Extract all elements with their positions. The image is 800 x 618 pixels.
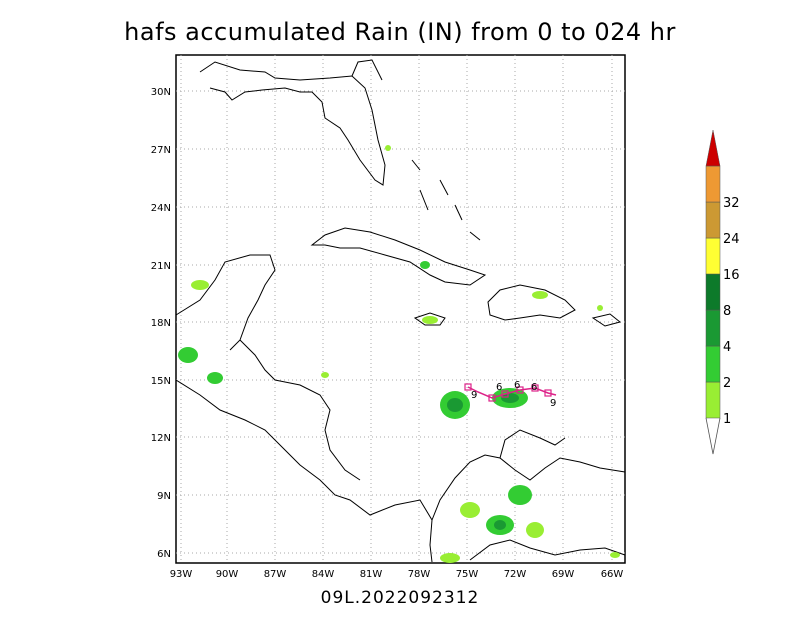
- lon-label: 81W: [360, 569, 383, 580]
- colorbar-box: [705, 165, 721, 203]
- track-point: [544, 389, 552, 397]
- colorbar-label: 2: [723, 376, 731, 391]
- track-label: 9: [550, 398, 556, 409]
- colorbar-box: [705, 309, 721, 347]
- colorbar-triangle-max: [705, 129, 721, 167]
- lon-label: 69W: [552, 569, 575, 580]
- rainfall-areas: [178, 145, 620, 563]
- graticule: [176, 55, 625, 563]
- lat-label: 27N: [151, 145, 171, 156]
- run-id: 09L.2022092312: [320, 588, 480, 608]
- lat-label: 18N: [151, 318, 171, 329]
- lat-label: 30N: [151, 87, 171, 98]
- lat-label: 12N: [151, 433, 171, 444]
- colorbar-box: [705, 201, 721, 239]
- track-point: [516, 386, 524, 394]
- colorbar-box: [705, 345, 721, 383]
- track-point: [531, 384, 539, 392]
- colorbar-label: 24: [723, 232, 740, 247]
- lon-label: 72W: [504, 569, 527, 580]
- track-label: 6: [514, 380, 520, 391]
- map-frame: [175, 54, 626, 564]
- colorbar-box: [705, 381, 721, 419]
- lon-label: 78W: [408, 569, 431, 580]
- lon-label: 90W: [216, 569, 239, 580]
- chart-title: hafs accumulated Rain (IN) from 0 to 024…: [124, 18, 676, 46]
- lat-label: 21N: [151, 261, 171, 272]
- lat-label: 9N: [157, 491, 171, 502]
- colorbar-box: [705, 237, 721, 275]
- lon-label: 93W: [170, 569, 193, 580]
- colorbar-label: 32: [723, 196, 740, 211]
- colorbar-label: 16: [723, 268, 740, 283]
- lon-label: 87W: [264, 569, 287, 580]
- track-point: [501, 390, 509, 398]
- colorbar-label: 1: [723, 412, 731, 427]
- colorbar-triangle-min: [705, 417, 721, 455]
- track-label: 6: [496, 382, 502, 393]
- lat-label: 15N: [151, 376, 171, 387]
- lon-label: 84W: [312, 569, 335, 580]
- storm-track: 9 6 6 6 9: [464, 380, 556, 409]
- colorbar-box: [705, 273, 721, 311]
- colorbar-label: 8: [723, 304, 731, 319]
- latitude-labels: 30N 27N 24N 21N 18N 15N 12N 9N 6N: [151, 87, 171, 560]
- track-label: 9: [471, 390, 477, 401]
- lat-label: 6N: [157, 549, 171, 560]
- track-label: 6: [531, 382, 537, 393]
- track-point: [488, 394, 496, 402]
- track-point: [464, 383, 472, 391]
- lon-label: 75W: [456, 569, 479, 580]
- coastlines: [175, 59, 626, 563]
- colorbar-label: 4: [723, 340, 731, 355]
- lat-label: 24N: [151, 203, 171, 214]
- lon-label: 66W: [601, 569, 624, 580]
- longitude-labels: 93W 90W 87W 84W 81W 78W 75W 72W 69W 66W: [170, 569, 624, 580]
